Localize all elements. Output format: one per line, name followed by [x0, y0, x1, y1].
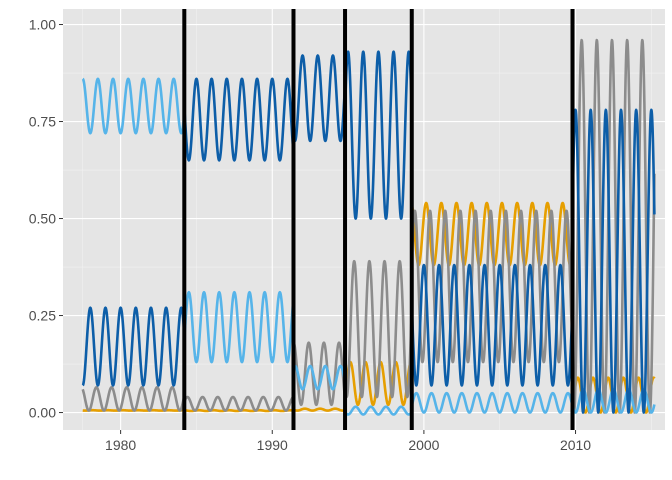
series-line-light-blue-segment-3 [292, 364, 347, 391]
x-tick-label: 1990 [257, 437, 288, 453]
series-line-gray-segment-4 [343, 259, 414, 399]
x-tick-label: 2000 [408, 437, 439, 453]
y-tick-label: 0.25 [29, 308, 56, 324]
series-line-dark-blue-segment-5 [410, 263, 574, 387]
series-line-orange-segment-3 [292, 407, 347, 412]
series-line-light-blue-segment-5 [410, 391, 574, 414]
series-line-dark-blue-segment-3 [292, 54, 347, 143]
series-line-gray-segment-2 [183, 395, 295, 412]
series-line-gray-segment-1 [81, 386, 186, 412]
series-line-light-blue-segment-1 [81, 77, 186, 135]
x-tick-label: 1980 [105, 437, 136, 453]
series-line-dark-blue-segment-1 [81, 306, 186, 387]
series-line-dark-blue-segment-2 [183, 77, 295, 162]
series-line-dark-blue-segment-4 [343, 50, 414, 220]
series-line-light-blue-segment-4 [343, 405, 413, 416]
series-line-light-blue-segment-6 [571, 387, 656, 414]
series-line-dark-blue-segment-6 [571, 108, 656, 414]
y-tick-label: 1.00 [29, 17, 56, 33]
y-tick-label: 0.75 [29, 114, 56, 130]
x-tick-label: 2010 [560, 437, 591, 453]
y-tick-label: 0.00 [29, 405, 56, 421]
series-line-gray-segment-5 [410, 209, 574, 364]
series-line-light-blue-segment-2 [183, 290, 295, 364]
y-tick-label: 0.50 [29, 211, 56, 227]
